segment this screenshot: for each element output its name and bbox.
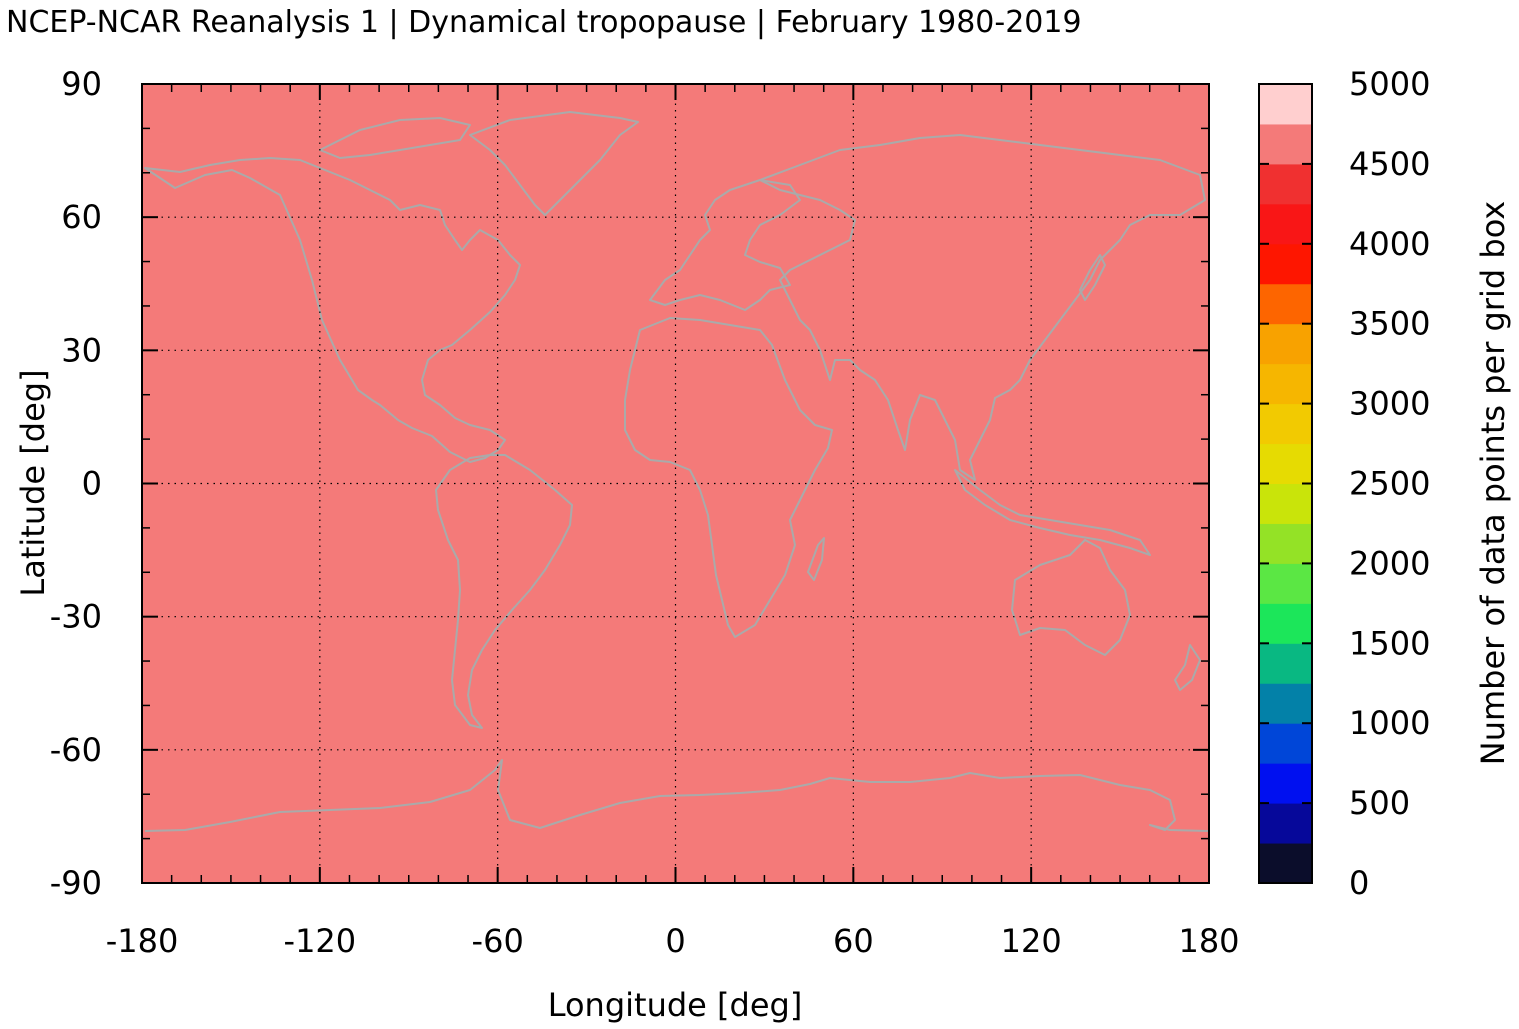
- colorbar-tick-label: 1000: [1349, 704, 1430, 742]
- coastline-north-america: [144, 157, 521, 463]
- colorbar-level: [1259, 723, 1312, 764]
- chart-title: NCEP-NCAR Reanalysis 1 | Dynamical tropo…: [6, 5, 1082, 40]
- coastline-layer: [144, 111, 1209, 832]
- y-tick-label: -60: [50, 731, 102, 769]
- colorbar-level: [1259, 443, 1312, 484]
- x-tick-label: -60: [472, 922, 524, 960]
- coastline-greenland: [469, 111, 639, 216]
- colorbar-tick-label: 1500: [1349, 624, 1430, 662]
- coastline-indonesia: [954, 469, 1151, 556]
- colorbar-level: [1259, 523, 1312, 564]
- colorbar-tick-label: 4500: [1349, 145, 1430, 183]
- coastline-australia: [1011, 539, 1131, 656]
- colorbar-tick-label: 500: [1349, 784, 1410, 822]
- y-axis-label: Latitude [deg]: [14, 369, 52, 596]
- colorbar-tick-marks: [1259, 83, 1312, 884]
- colorbar-level: [1259, 763, 1312, 804]
- colorbar-levels: [1259, 84, 1312, 884]
- colorbar-level: [1259, 123, 1312, 165]
- colorbar-level: [1259, 603, 1312, 644]
- colorbar-level: [1259, 243, 1312, 285]
- colorbar-tick-label: 3000: [1349, 385, 1430, 423]
- colorbar-level: [1259, 203, 1312, 245]
- colorbar-level: [1259, 283, 1312, 325]
- coastline-japan: [1079, 254, 1106, 301]
- coastline-europe: [649, 179, 801, 311]
- colorbar-frame: [1258, 83, 1313, 884]
- x-tick-label: 0: [665, 922, 685, 960]
- y-tick-label: 30: [61, 331, 102, 369]
- y-tick-label: -90: [50, 864, 102, 902]
- coastline-arctic-islands: [319, 117, 471, 159]
- colorbar-level: [1259, 563, 1312, 604]
- coastline-asia: [759, 134, 1206, 481]
- x-tick-labels: -180 -120 -60 0 60 120 180: [106, 922, 1240, 960]
- x-tick-label: 120: [1001, 922, 1062, 960]
- colorbar-level: [1259, 643, 1312, 684]
- colorbar-label: Number of data points per grid box: [1474, 201, 1512, 765]
- coastline-madagascar: [807, 537, 825, 581]
- y-tick-label: 90: [61, 65, 102, 103]
- colorbar-tick-label: 2000: [1349, 544, 1430, 582]
- x-axis-label: Longitude [deg]: [548, 986, 803, 1024]
- colorbar-tick-label: 2500: [1349, 465, 1430, 503]
- coastline-antarctica: [144, 759, 1209, 832]
- y-tick-labels: 90 60 30 0 -30 -60 -90: [50, 65, 102, 902]
- colorbar-tick-label: 0: [1349, 864, 1369, 902]
- gridlines: [142, 84, 1209, 883]
- y-tick-label: -30: [50, 598, 102, 636]
- colorbar-tick-label: 3500: [1349, 305, 1430, 343]
- coastline-new-zealand: [1174, 644, 1201, 691]
- y-tick-label: 60: [61, 198, 102, 236]
- colorbar-level: [1259, 803, 1312, 844]
- x-tick-label: -120: [284, 922, 357, 960]
- plot-frame: [141, 83, 1210, 884]
- colorbar-level: [1259, 403, 1312, 445]
- colorbar-tick-label: 5000: [1349, 65, 1430, 103]
- coastline-south-america: [435, 454, 573, 729]
- x-tick-label: 60: [833, 922, 874, 960]
- coastline-africa: [624, 317, 833, 638]
- colorbar-level: [1259, 323, 1312, 365]
- colorbar-level: [1259, 683, 1312, 724]
- colorbar-level: [1259, 84, 1312, 125]
- colorbar-level: [1259, 483, 1312, 524]
- y-tick-label: 0: [82, 465, 102, 503]
- colorbar-level: [1259, 163, 1312, 205]
- colorbar-level: [1259, 363, 1312, 405]
- colorbar-tick-label: 4000: [1349, 225, 1430, 263]
- x-tick-label: 180: [1178, 922, 1239, 960]
- map-area: [141, 83, 1210, 884]
- colorbar: 5000450040003500300025002000150010005000…: [1258, 65, 1512, 902]
- x-tick-label: -180: [106, 922, 179, 960]
- colorbar-level: [1259, 843, 1312, 884]
